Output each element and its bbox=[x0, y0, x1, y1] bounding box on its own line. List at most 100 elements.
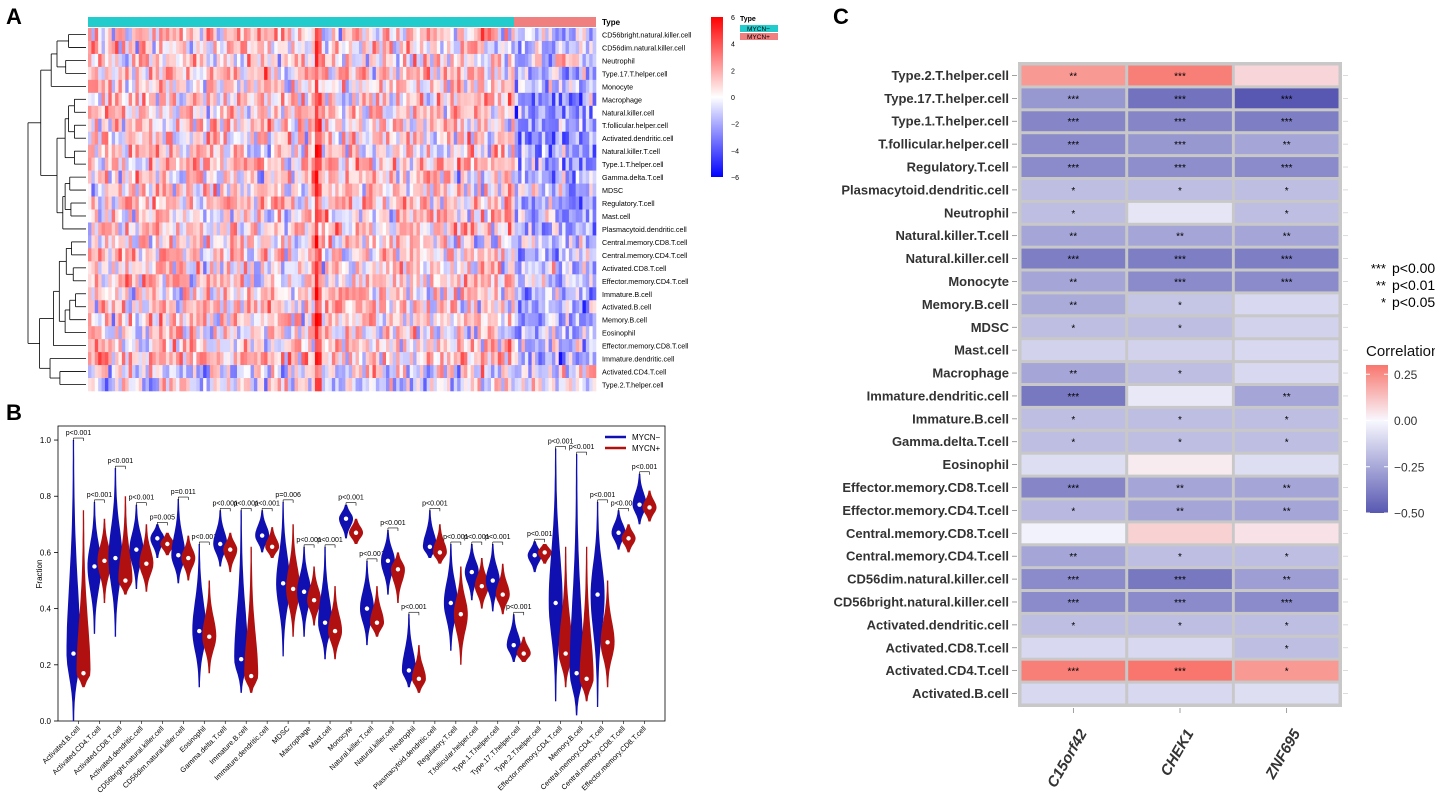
heatmap-cell bbox=[511, 79, 516, 94]
heatmap-cell bbox=[379, 326, 383, 340]
heatmap-cell bbox=[511, 170, 516, 184]
heatmap-cell bbox=[240, 209, 245, 223]
heatmap-cell bbox=[345, 92, 350, 107]
heatmap-cell bbox=[159, 118, 163, 133]
heatmap-cell bbox=[128, 378, 133, 392]
heatmap-cell bbox=[199, 144, 204, 158]
heatmap-cell bbox=[196, 365, 201, 379]
heatmap-cell bbox=[369, 222, 373, 236]
heatmap-cell bbox=[443, 248, 448, 262]
heatmap-cell bbox=[104, 92, 109, 107]
heatmap-cell bbox=[446, 235, 451, 249]
heatmap-cell bbox=[88, 222, 92, 236]
heatmap-cell bbox=[433, 105, 438, 120]
correlation-cell bbox=[1128, 340, 1232, 361]
heatmap-cell bbox=[104, 53, 109, 68]
heatmap-cell bbox=[392, 209, 397, 223]
heatmap-cell bbox=[182, 313, 187, 327]
heatmap-cell bbox=[111, 365, 116, 379]
heatmap-cell bbox=[487, 313, 492, 327]
heatmap-cell bbox=[342, 365, 346, 379]
heatmap-cell bbox=[270, 300, 275, 314]
heatmap-cell bbox=[128, 157, 133, 171]
heatmap-cell bbox=[213, 144, 217, 158]
heatmap-cell bbox=[419, 287, 424, 301]
correlation-row-label: MDSC bbox=[971, 320, 1010, 335]
heatmap-cell bbox=[416, 105, 421, 120]
heatmap-cell bbox=[331, 248, 336, 262]
heatmap-cell bbox=[460, 79, 465, 94]
heatmap-cell bbox=[443, 339, 448, 353]
heatmap-cell bbox=[237, 170, 241, 184]
heatmap-cell bbox=[186, 248, 190, 262]
heatmap-cell bbox=[121, 170, 126, 184]
heatmap-cell bbox=[345, 157, 350, 171]
heatmap-cell bbox=[433, 79, 438, 94]
heatmap-cell bbox=[253, 274, 258, 288]
heatmap-cell bbox=[223, 183, 228, 197]
heatmap-cell bbox=[267, 222, 272, 236]
heatmap-cell bbox=[409, 53, 414, 68]
heatmap-cell bbox=[182, 339, 187, 353]
heatmap-cell bbox=[196, 40, 201, 55]
heatmap-cell bbox=[226, 66, 231, 81]
heatmap-cell bbox=[467, 196, 471, 210]
heatmap-cell bbox=[460, 53, 465, 68]
heatmap-cell bbox=[115, 326, 119, 340]
heatmap-cell bbox=[226, 378, 231, 392]
heatmap-cell bbox=[338, 144, 343, 158]
heatmap-cell bbox=[457, 365, 461, 379]
heatmap-cell bbox=[501, 300, 505, 314]
heatmap-cell bbox=[213, 183, 217, 197]
heatmap-cell bbox=[409, 183, 414, 197]
heatmap-cell bbox=[409, 196, 414, 210]
heatmap-cell bbox=[91, 287, 96, 301]
heatmap-cell bbox=[477, 105, 482, 120]
heatmap-cell bbox=[392, 326, 397, 340]
heatmap-cell bbox=[135, 105, 140, 120]
heatmap-cell bbox=[521, 235, 526, 249]
heatmap-cell bbox=[463, 157, 468, 171]
heatmap-cell bbox=[491, 235, 495, 249]
heatmap-cell bbox=[362, 235, 367, 249]
heatmap-cell bbox=[125, 144, 129, 158]
heatmap-cell bbox=[192, 365, 197, 379]
heatmap-cell bbox=[314, 235, 319, 249]
heatmap-cell bbox=[165, 339, 170, 353]
heatmap-cell bbox=[433, 209, 438, 223]
heatmap-cell bbox=[135, 287, 140, 301]
heatmap-cell bbox=[142, 157, 146, 171]
heatmap-cell bbox=[155, 79, 160, 94]
heatmap-cell bbox=[379, 287, 383, 301]
heatmap-cell bbox=[331, 235, 336, 249]
heatmap-cell bbox=[433, 287, 438, 301]
heatmap-cell bbox=[389, 53, 394, 68]
heatmap-cell bbox=[386, 378, 390, 392]
heatmap-cell bbox=[331, 105, 336, 120]
heatmap-cell bbox=[406, 313, 411, 327]
significance-stars: * bbox=[1285, 415, 1289, 426]
heatmap-cell bbox=[402, 40, 407, 55]
heatmap-cell bbox=[281, 339, 285, 353]
heatmap-cell bbox=[172, 157, 177, 171]
heatmap-cell bbox=[192, 105, 197, 120]
heatmap-cell bbox=[88, 92, 92, 107]
heatmap-cell bbox=[250, 157, 255, 171]
heatmap-cell bbox=[528, 196, 532, 210]
heatmap-cell bbox=[162, 28, 167, 42]
heatmap-cell bbox=[396, 235, 400, 249]
heatmap-cell bbox=[392, 365, 397, 379]
heatmap-cell bbox=[521, 28, 526, 42]
heatmap-cell bbox=[535, 274, 539, 288]
heatmap-cell bbox=[189, 105, 194, 120]
heatmap-cell bbox=[372, 53, 377, 68]
heatmap-cell bbox=[457, 352, 461, 366]
heatmap-cell bbox=[115, 274, 119, 288]
heatmap-cell bbox=[318, 378, 322, 392]
heatmap-cell bbox=[440, 157, 444, 171]
heatmap-cell bbox=[416, 79, 421, 94]
heatmap-cell bbox=[328, 313, 333, 327]
heatmap-cell bbox=[104, 300, 109, 314]
heatmap-cell bbox=[94, 92, 99, 107]
heatmap-cell bbox=[362, 196, 367, 210]
